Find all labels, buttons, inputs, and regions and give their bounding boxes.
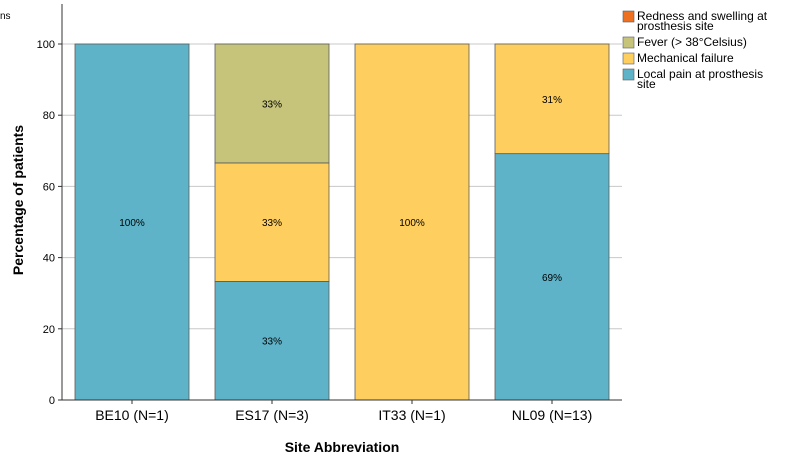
y-tick-label: 80 (43, 110, 55, 122)
y-axis-title: Percentage of patients (10, 125, 26, 275)
legend-label-line: Fever (> 38°Celsius) (637, 35, 747, 49)
legend-label: Redness and swelling at prosthesis site (637, 9, 768, 33)
data-label: 69% (542, 273, 562, 284)
y-tick-label: 20 (43, 324, 55, 336)
legend: Redness and swelling at prosthesis site Fe… (622, 9, 768, 91)
y-tick-label: 0 (49, 395, 55, 407)
legend-swatch (622, 68, 635, 81)
y-tick-label: 40 (43, 253, 55, 265)
x-tick-label: NL09 (N=13) (512, 407, 593, 423)
data-labels: 100% 33% 33% 33% 100% 69% 31% (119, 95, 562, 348)
x-axis-title: Site Abbreviation (285, 439, 400, 455)
bar-segment (214, 43, 330, 164)
clipped-legend-title: ns (0, 11, 11, 22)
bar-segment (74, 43, 190, 401)
axes (61, 4, 622, 401)
legend-label-line: prosthesis site (637, 19, 714, 33)
data-label: 33% (262, 218, 282, 229)
bar-segment (214, 281, 330, 401)
legend-label: Local pain at prosthesis site (637, 67, 763, 91)
x-tick-label: IT33 (N=1) (378, 407, 445, 423)
x-ticks: BE10 (N=1) ES17 (N=3) IT33 (N=1) NL09 (N=13… (95, 400, 592, 423)
data-label: 33% (262, 99, 282, 110)
bar-segment (494, 43, 610, 155)
bars (74, 43, 610, 401)
y-tick-label: 60 (43, 181, 55, 193)
data-label: 100% (399, 218, 425, 229)
data-label: 33% (262, 337, 282, 348)
y-tick-label: 100 (37, 39, 55, 51)
legend-label-line: Local pain at prosthesis (637, 67, 763, 81)
legend-label-line: site (637, 77, 656, 91)
legend-label-line: Mechanical failure (637, 51, 734, 65)
data-label: 31% (542, 95, 562, 106)
y-ticks: 0 20 40 60 80 100 (37, 39, 62, 407)
x-tick-label: ES17 (N=3) (235, 407, 309, 423)
legend-label-line: Redness and swelling at (637, 9, 768, 23)
legend-swatch (622, 10, 635, 23)
data-label: 100% (119, 218, 145, 229)
legend-label: Mechanical failure (637, 51, 734, 65)
legend-swatch (622, 36, 635, 49)
legend-swatch (622, 52, 635, 65)
x-tick-label: BE10 (N=1) (95, 407, 169, 423)
legend-label: Fever (> 38°Celsius) (637, 35, 747, 49)
bar-segment (354, 43, 470, 401)
